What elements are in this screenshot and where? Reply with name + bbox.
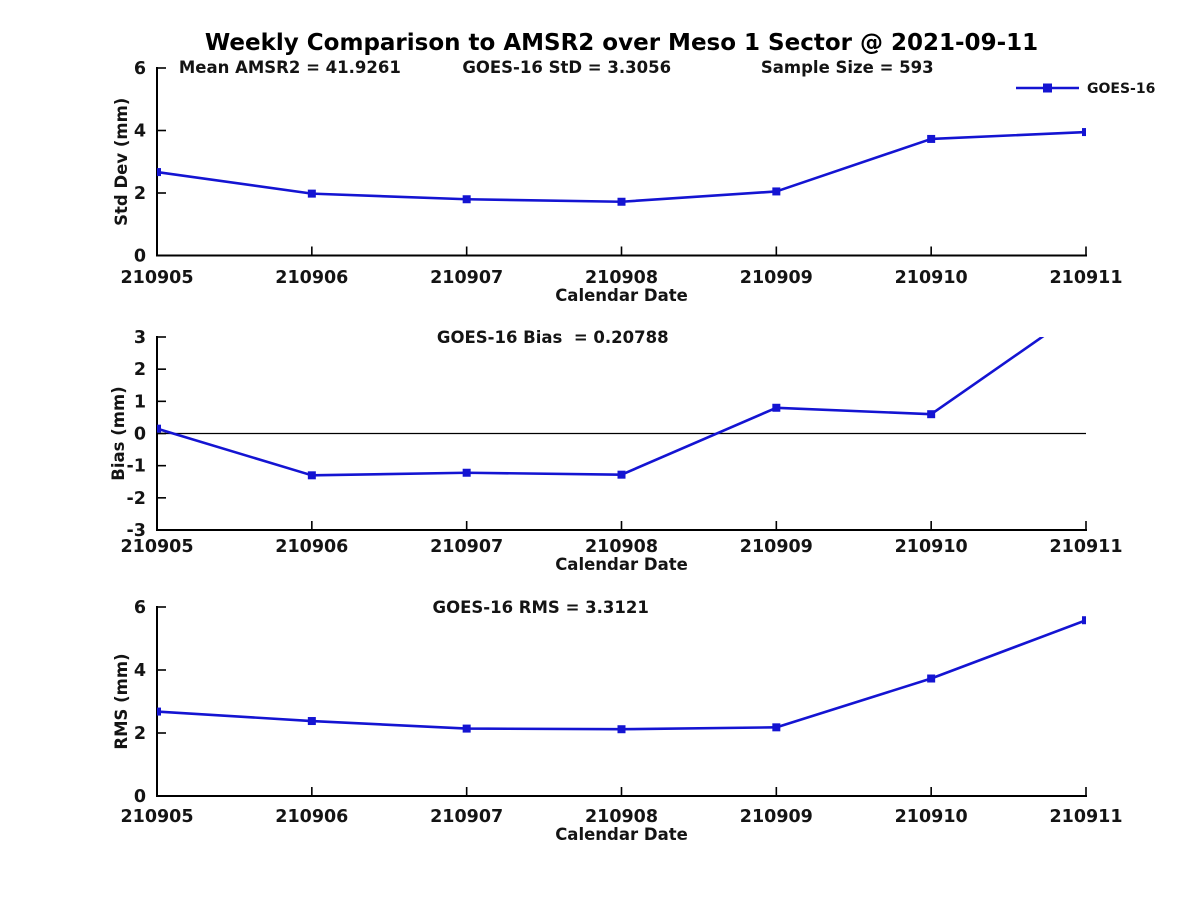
x-tick-label: 210911 bbox=[1049, 807, 1122, 827]
x-tick-label: 210906 bbox=[275, 537, 348, 557]
x-tick-label: 210909 bbox=[740, 268, 813, 288]
y-tick-label: 0 bbox=[134, 425, 146, 445]
x-axis-ticks: 210905 210906 210907 210908 210909 210910 2109… bbox=[120, 521, 1123, 557]
data-point-marker bbox=[1082, 128, 1086, 137]
x-tick-label: 210910 bbox=[895, 807, 968, 827]
x-tick-label: 210908 bbox=[585, 537, 658, 557]
x-axis-label: Calendar Date bbox=[555, 286, 688, 305]
y-tick-label: 4 bbox=[134, 122, 146, 142]
x-tick-label: 210907 bbox=[430, 807, 503, 827]
data-point-marker bbox=[617, 725, 626, 734]
x-tick-label: 210911 bbox=[1049, 268, 1122, 288]
data-point-marker bbox=[157, 424, 161, 433]
rms-annotation: GOES-16 RMS = 3.3121 bbox=[433, 598, 649, 617]
data-point-marker bbox=[1082, 616, 1086, 625]
data-point-marker bbox=[307, 189, 316, 198]
data-point-marker bbox=[772, 723, 781, 732]
x-tick-label: 210910 bbox=[895, 537, 968, 557]
data-point-marker bbox=[1082, 302, 1090, 310]
y-tick-label: 0 bbox=[134, 787, 146, 807]
x-axis-ticks: 210905 210906 210907 210908 210909 210910 2109… bbox=[120, 787, 1123, 827]
std-dev-annotation: GOES-16 StD = 3.3056 bbox=[462, 58, 671, 77]
legend: GOES-16 bbox=[1016, 81, 1155, 97]
data-point-marker bbox=[617, 470, 626, 479]
axis-spines bbox=[156, 606, 1087, 797]
data-point-marker bbox=[462, 724, 471, 733]
y-axis-ticks: -3 -2 -1 0 1 2 3 bbox=[127, 328, 166, 541]
data-point-marker bbox=[927, 134, 936, 143]
bias-annotation: GOES-16 Bias = 0.20788 bbox=[437, 328, 669, 347]
x-tick-label: 210908 bbox=[585, 807, 658, 827]
series-goes-16 bbox=[157, 302, 1090, 480]
legend-marker bbox=[1043, 83, 1052, 93]
x-tick-label: 210908 bbox=[585, 268, 658, 288]
y-axis-label: RMS (mm) bbox=[112, 653, 131, 749]
y-tick-label: -3 bbox=[127, 521, 146, 541]
std-dev-annotation: Sample Size = 593 bbox=[761, 58, 934, 77]
data-line bbox=[157, 130, 1086, 204]
data-point-marker bbox=[927, 410, 936, 419]
std-dev-annotation: Mean AMSR2 = 41.9261 bbox=[179, 58, 401, 77]
x-tick-label: 210905 bbox=[120, 268, 193, 288]
legend-label: GOES-16 bbox=[1087, 81, 1155, 97]
series-goes-16 bbox=[157, 616, 1086, 734]
bias-subplot: -3 -2 -1 0 1 2 3 210905 210906 210907 210908 210909… bbox=[109, 302, 1123, 574]
data-point-marker bbox=[157, 707, 161, 716]
y-tick-label: 4 bbox=[134, 661, 146, 681]
axis-spines bbox=[156, 336, 1087, 531]
x-tick-label: 210911 bbox=[1049, 537, 1122, 557]
y-tick-label: 0 bbox=[134, 247, 146, 267]
data-point-marker bbox=[462, 468, 471, 477]
y-tick-label: -1 bbox=[127, 457, 146, 477]
data-point-marker bbox=[462, 195, 471, 204]
x-axis-label: Calendar Date bbox=[555, 555, 688, 574]
x-axis-label: Calendar Date bbox=[555, 825, 688, 844]
series-goes-16 bbox=[157, 128, 1086, 206]
data-point-marker bbox=[617, 197, 626, 206]
data-point-marker bbox=[157, 168, 161, 177]
x-tick-label: 210906 bbox=[275, 807, 348, 827]
y-tick-label: 2 bbox=[134, 724, 146, 744]
y-tick-label: 6 bbox=[134, 598, 146, 618]
x-tick-label: 210910 bbox=[895, 268, 968, 288]
data-point-marker bbox=[927, 674, 936, 683]
y-axis-label: Bias (mm) bbox=[109, 386, 128, 480]
data-point-marker bbox=[772, 187, 781, 196]
x-tick-label: 210907 bbox=[430, 268, 503, 288]
y-tick-label: -2 bbox=[127, 489, 146, 509]
rms-subplot: 0 2 4 6 210905 210906 210907 210908 210909 210910… bbox=[112, 598, 1123, 844]
y-axis-ticks: 0 2 4 6 bbox=[134, 59, 166, 267]
x-tick-label: 210909 bbox=[740, 537, 813, 557]
y-tick-label: 6 bbox=[134, 59, 146, 79]
data-point-marker bbox=[307, 717, 316, 726]
y-tick-label: 2 bbox=[134, 184, 146, 204]
data-line bbox=[157, 619, 1086, 731]
x-tick-label: 210909 bbox=[740, 807, 813, 827]
y-tick-label: 2 bbox=[134, 360, 146, 380]
data-point-marker bbox=[772, 403, 781, 412]
axis-spines bbox=[156, 67, 1087, 257]
x-tick-label: 210905 bbox=[120, 807, 193, 827]
y-axis-ticks: 0 2 4 6 bbox=[134, 598, 166, 807]
y-tick-label: 1 bbox=[134, 392, 146, 412]
y-axis-label: Std Dev (mm) bbox=[112, 98, 131, 226]
x-tick-label: 210905 bbox=[120, 537, 193, 557]
y-tick-label: 3 bbox=[134, 328, 146, 348]
x-tick-label: 210906 bbox=[275, 268, 348, 288]
x-axis-ticks: 210905 210906 210907 210908 210909 210910 2109… bbox=[120, 246, 1123, 288]
std-dev-subplot: 0 2 4 6 210905 210906 210907 210908 210909 210910… bbox=[112, 58, 1155, 305]
data-point-marker bbox=[307, 471, 316, 480]
x-tick-label: 210907 bbox=[430, 537, 503, 557]
figure-title: Weekly Comparison to AMSR2 over Meso 1 S… bbox=[204, 30, 1039, 56]
